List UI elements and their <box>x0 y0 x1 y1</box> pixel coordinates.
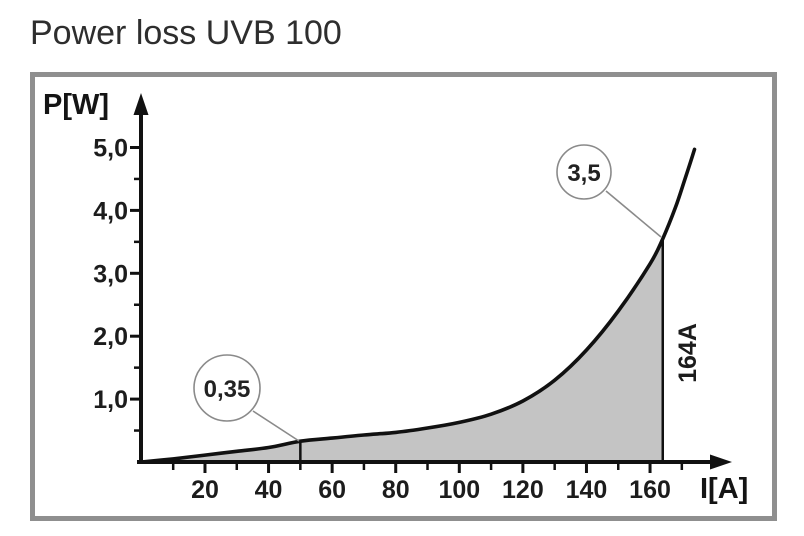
x-tick-label: 120 <box>502 476 544 504</box>
x-tick-label: 60 <box>318 476 346 504</box>
callout-circle-035 <box>193 354 261 422</box>
y-tick-label: 5,0 <box>93 135 128 163</box>
y-tick-label: 1,0 <box>93 386 128 414</box>
callout-leader-35 <box>605 190 662 238</box>
x-axis-ticks: 20 40 60 80 100 120 140 160 <box>171 462 684 504</box>
x-tick-label: 40 <box>255 476 283 504</box>
y-axis-ticks: 1,0 2,0 3,0 4,0 5,0 <box>93 135 142 432</box>
x-axis-arrowhead <box>710 454 732 470</box>
y-tick-label: 2,0 <box>93 323 128 351</box>
x-tick-label: 100 <box>438 476 480 504</box>
shaded-area <box>141 238 663 462</box>
callout-leader-035 <box>252 410 300 442</box>
power-loss-curve <box>139 147 697 464</box>
callout-circle-35 <box>556 144 612 200</box>
x-tick-label: 160 <box>629 476 671 504</box>
x-axis-label: I[A] <box>700 473 748 505</box>
callout-label-035: 0,35 <box>204 376 251 403</box>
x-tick-label: 20 <box>191 476 219 504</box>
current-limit-label-164A: 164A <box>674 323 702 383</box>
callout-label-35: 3,5 <box>567 160 600 187</box>
x-tick-label: 80 <box>382 476 410 504</box>
y-tick-label: 4,0 <box>93 197 128 225</box>
y-tick-label: 3,0 <box>93 260 128 288</box>
y-axis-label: P[W] <box>43 89 109 121</box>
x-tick-label: 140 <box>566 476 608 504</box>
page-title: Power loss UVB 100 <box>30 14 342 52</box>
y-axis-arrowhead <box>133 93 149 115</box>
